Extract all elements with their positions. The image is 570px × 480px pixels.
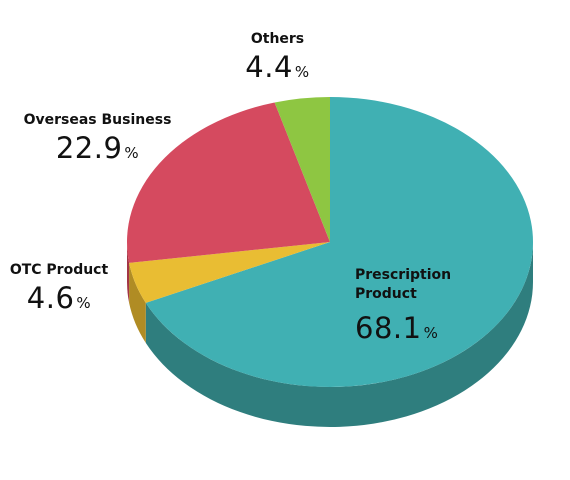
- pie-slice: [129, 242, 330, 303]
- value-label: 4.6: [26, 281, 75, 315]
- category-label: OTC Product: [9, 262, 109, 278]
- slice-label: Others 4.4%: [230, 30, 325, 90]
- slice-label: Prescription Product 68.1%: [355, 266, 465, 351]
- value-label-line: 4.4%: [230, 49, 325, 90]
- category-label: Prescription Product: [355, 267, 452, 302]
- slice-label: Overseas Business 22.9%: [10, 111, 185, 171]
- value-label: 4.4: [245, 50, 293, 84]
- value-label-line: 22.9%: [10, 130, 185, 171]
- value-unit: %: [423, 324, 439, 342]
- pie-slice: [145, 97, 534, 387]
- value-unit: %: [76, 294, 92, 312]
- value-unit: %: [124, 144, 140, 162]
- pie-slice: [274, 97, 330, 242]
- pie-side: [129, 262, 146, 343]
- value-unit: %: [294, 63, 310, 81]
- pie-side: [145, 242, 534, 428]
- pie-side: [127, 242, 130, 303]
- category-label: Others: [250, 31, 305, 47]
- value-label-line: 68.1%: [355, 310, 465, 351]
- value-label: 68.1: [355, 311, 422, 345]
- value-label: 22.9: [55, 131, 123, 165]
- value-label-line: 4.6%: [0, 280, 118, 321]
- category-label: Overseas Business: [23, 112, 172, 128]
- slice-label: OTC Product 4.6%: [0, 261, 118, 321]
- pie-slice: [127, 102, 331, 263]
